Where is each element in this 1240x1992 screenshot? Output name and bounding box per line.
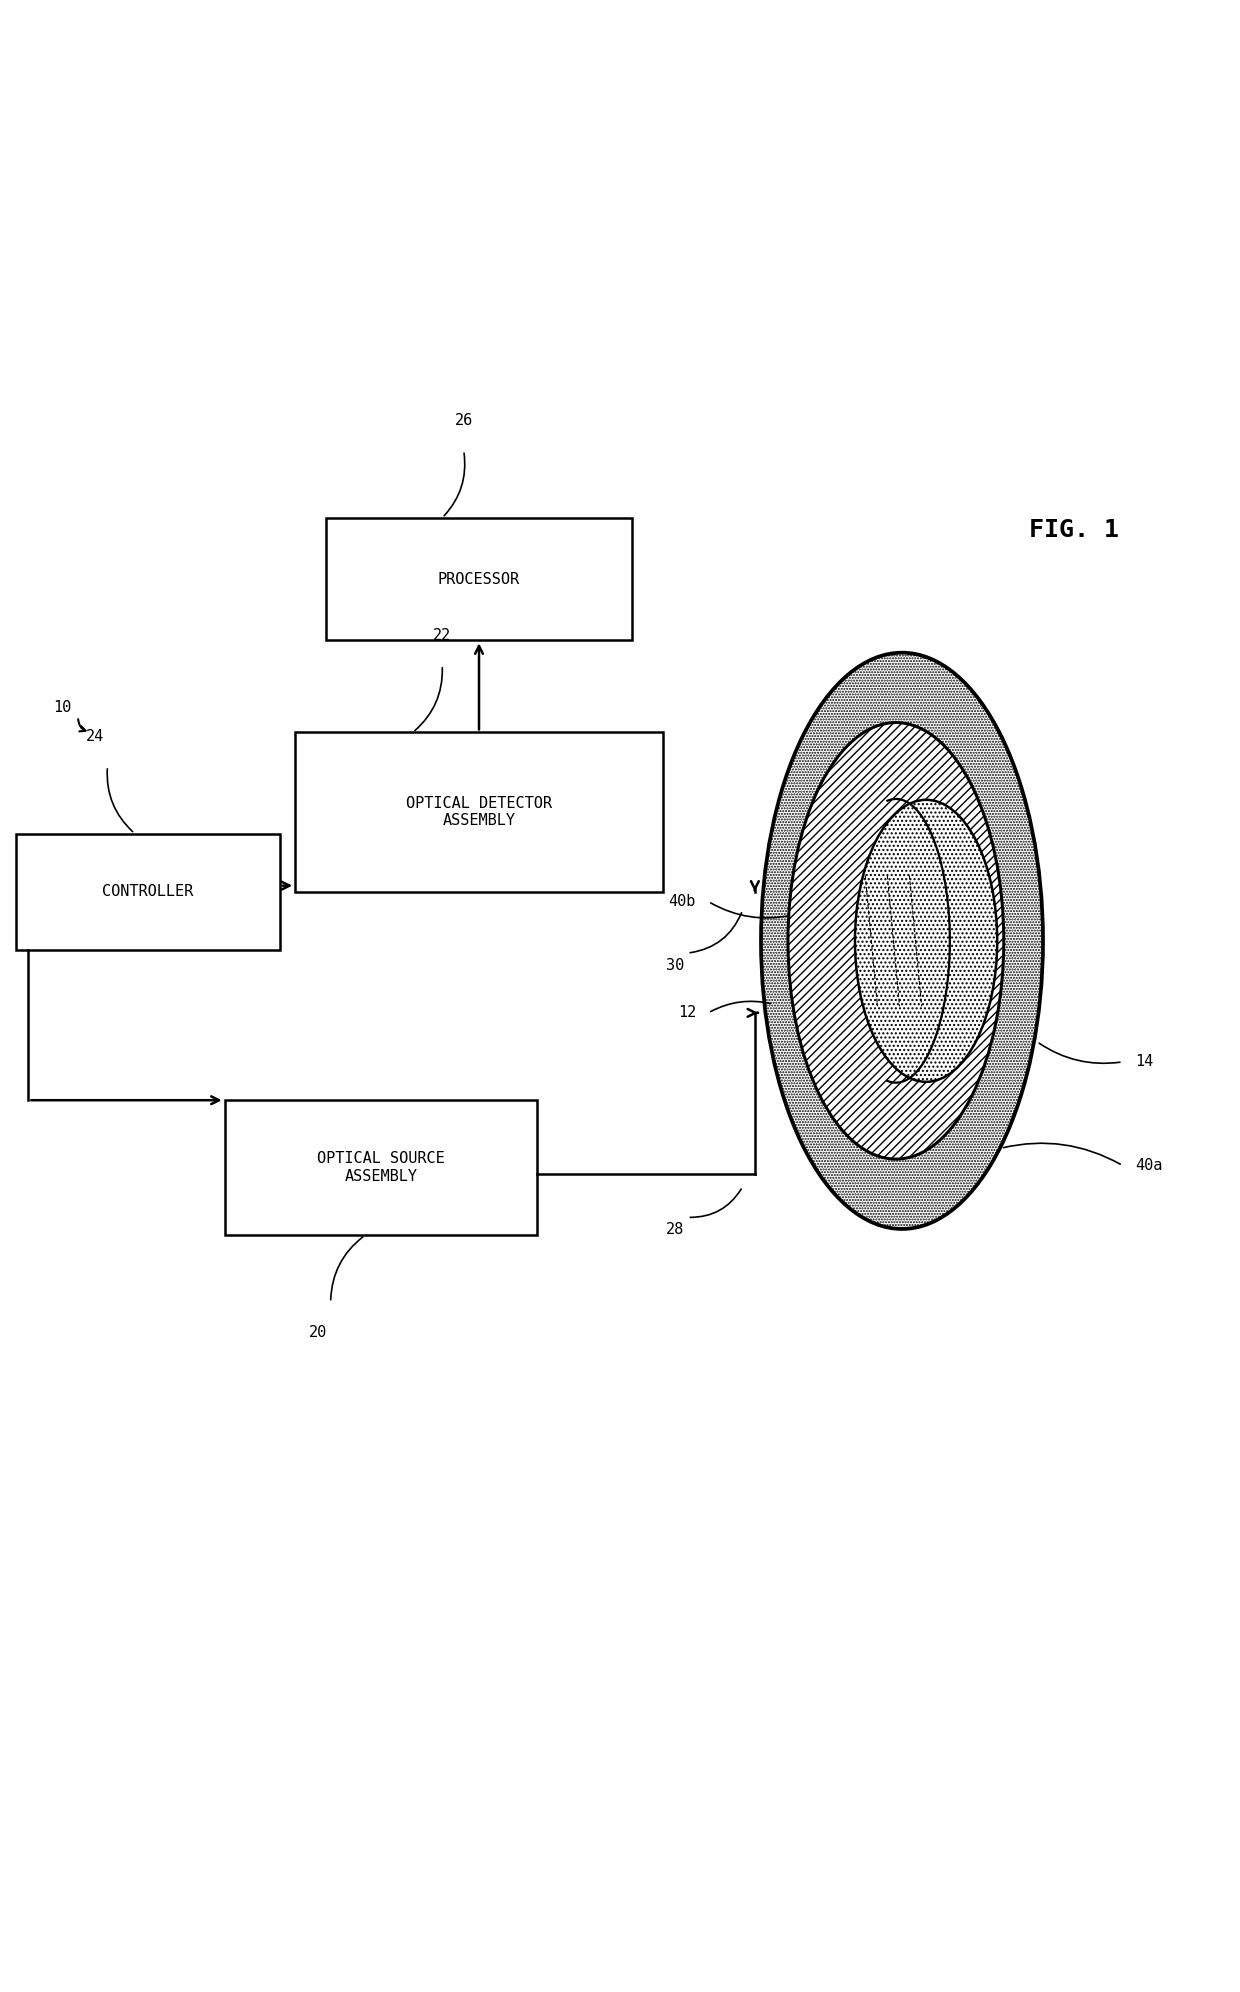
Text: PROCESSOR: PROCESSOR: [438, 572, 520, 586]
Text: 40b: 40b: [668, 894, 696, 908]
Text: 24: 24: [86, 729, 104, 745]
Ellipse shape: [761, 653, 1043, 1229]
Bar: [326, 518, 632, 639]
Text: OPTICAL SOURCE
ASSEMBLY: OPTICAL SOURCE ASSEMBLY: [317, 1151, 445, 1183]
Ellipse shape: [787, 723, 1003, 1159]
Text: 20: 20: [309, 1325, 327, 1339]
Ellipse shape: [854, 801, 997, 1082]
Text: 26: 26: [455, 412, 472, 428]
Text: FIG. 1: FIG. 1: [1029, 518, 1118, 542]
Text: 28: 28: [666, 1221, 684, 1237]
Bar: [224, 1100, 537, 1235]
Text: 10: 10: [53, 701, 71, 715]
Text: 22: 22: [433, 627, 451, 643]
Text: OPTICAL DETECTOR
ASSEMBLY: OPTICAL DETECTOR ASSEMBLY: [405, 797, 552, 829]
Bar: [16, 833, 280, 950]
Text: 14: 14: [1135, 1054, 1153, 1070]
Text: 12: 12: [678, 1006, 696, 1020]
Text: CONTROLLER: CONTROLLER: [103, 884, 193, 898]
Text: 30: 30: [666, 958, 684, 972]
Text: 40a: 40a: [1135, 1157, 1162, 1173]
Bar: [295, 733, 663, 892]
